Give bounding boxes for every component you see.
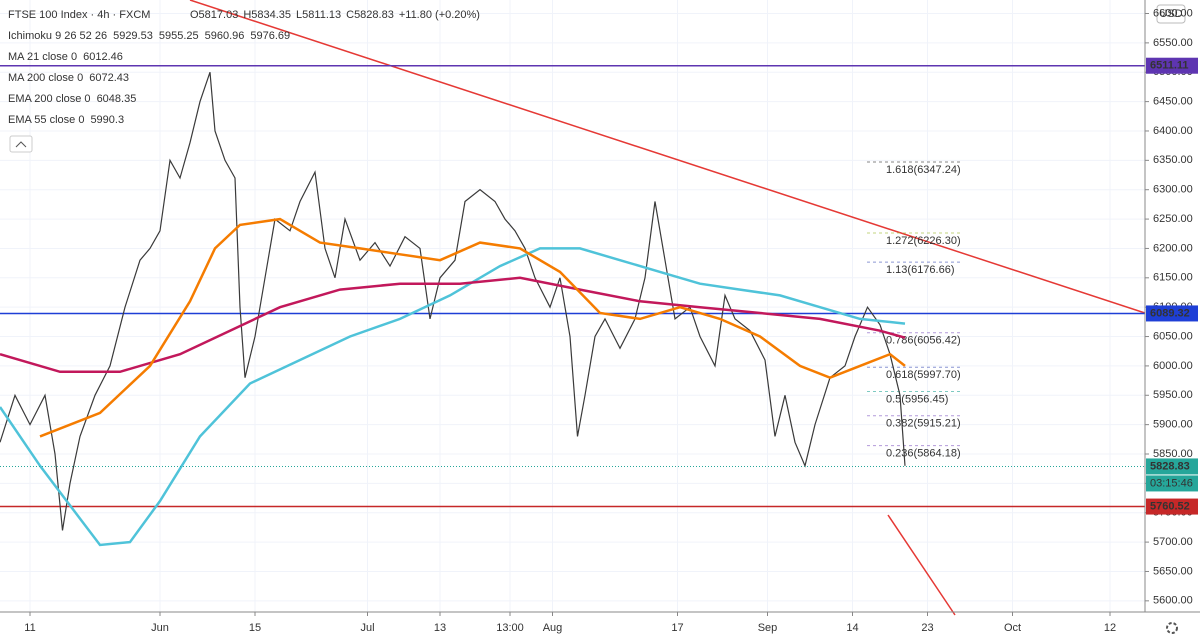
x-tick-label: Jul [360, 622, 374, 634]
plot-area: 1.618(6347.24) 1.272(6226.30) 1.13(6176.66… [0, 0, 1146, 616]
x-tick-label: 14 [846, 622, 858, 634]
y-tick-label: 6400.00 [1153, 125, 1193, 137]
y-tick-label: 6150.00 [1153, 272, 1193, 284]
y-tick-label: 6350.00 [1153, 154, 1193, 166]
legend-name: EMA 55 close 0 [8, 114, 84, 126]
countdown-badge [1146, 475, 1198, 492]
legend-name: EMA 200 close 0 [8, 93, 91, 105]
x-tick-label: Oct [1004, 622, 1021, 634]
y-tick-label: 6300.00 [1153, 184, 1193, 196]
level-badge [1146, 498, 1198, 515]
settings-icon[interactable] [1166, 622, 1178, 634]
x-tick-label: 13 [434, 622, 446, 634]
legend-value: 6072.43 [89, 72, 129, 84]
legend-value: 5929.53 [113, 30, 153, 42]
x-tick-label: 23 [921, 622, 933, 634]
level-label: 6089.32 [1150, 307, 1190, 319]
quote-value: H5834.35 [243, 9, 291, 21]
y-tick-label: 6050.00 [1153, 330, 1193, 342]
legend: FTSE 100 Index · 4h · FXCM O5817.03 H5834… [8, 9, 480, 153]
y-tick-label: 5650.00 [1153, 565, 1193, 577]
quote-value: L5811.13 [296, 9, 341, 21]
series-line [0, 247, 906, 547]
collapse-button[interactable] [9, 135, 33, 153]
fib-label: 1.13(6176.66) [886, 264, 955, 276]
collapse-icon [15, 141, 27, 148]
fib-label: 0.236(5864.18) [886, 448, 961, 460]
series-line [0, 276, 906, 374]
legend-value: 5976.69 [250, 30, 290, 42]
y-tick-label: 5950.00 [1153, 389, 1193, 401]
currency: USD [1159, 8, 1182, 20]
y-tick-label: 6250.00 [1153, 213, 1193, 225]
level-badge [1146, 305, 1198, 322]
x-tick-label: Sep [758, 622, 778, 634]
y-tick-label: 6550.00 [1153, 37, 1193, 49]
quote-value: +11.80 (+0.20%) [399, 9, 480, 21]
quote-value: C5828.83 [346, 9, 394, 21]
last-price-label: 5828.83 [1150, 460, 1190, 472]
legend-name: MA 200 close 0 [8, 72, 83, 84]
x-tick-label: 11 [24, 622, 35, 634]
y-tick-label: 5900.00 [1153, 419, 1193, 431]
trend-line [189, 0, 1146, 314]
y-tick-label: 5600.00 [1153, 595, 1193, 607]
y-tick-label: 6000.00 [1153, 360, 1193, 372]
legend-value: 5955.25 [159, 30, 199, 42]
fib-label: 0.5(5956.45) [886, 393, 948, 405]
x-tick-label: 17 [671, 622, 683, 634]
legend-value: 6048.35 [97, 93, 137, 105]
y-tick-label: 5850.00 [1153, 448, 1193, 460]
legend-name: MA 21 close 0 [8, 51, 77, 63]
y-tick-label: 6600.00 [1153, 7, 1193, 19]
legend-value: 5990.3 [90, 114, 124, 126]
last-price-badge [1146, 458, 1198, 475]
level-label: 5760.52 [1150, 500, 1190, 512]
series-line [0, 72, 906, 531]
fib-label: 0.382(5915.21) [886, 418, 961, 430]
x-tick-label: 15 [249, 622, 261, 634]
series-line [39, 217, 906, 438]
x-tick-label: 13:00 [496, 622, 524, 634]
quote-value: O5817.03 [190, 9, 238, 21]
x-tick-label: Jun [151, 622, 169, 634]
fib-label: 1.272(6226.30) [886, 235, 961, 247]
x-tick-label: Aug [543, 622, 563, 634]
legend-value: 5960.96 [205, 30, 245, 42]
legend-value: 6012.46 [83, 51, 123, 63]
fib-label: 0.618(5997.70) [886, 369, 961, 381]
symbol-title: FTSE 100 Index · 4h · FXCM [8, 9, 150, 21]
level-badge [1146, 57, 1198, 74]
projection-line [887, 514, 956, 616]
countdown: 03:15:46 [1150, 477, 1193, 489]
y-tick-label: 5700.00 [1153, 536, 1193, 548]
fib-label: 1.618(6347.24) [886, 164, 961, 176]
legend-name: Ichimoku 9 26 52 26 [8, 30, 107, 42]
y-tick-label: 6450.00 [1153, 96, 1193, 108]
level-label: 6511.11 [1150, 60, 1189, 72]
currency-badge[interactable] [1156, 4, 1186, 24]
x-tick-label: 12 [1104, 622, 1116, 634]
y-tick-label: 6200.00 [1153, 242, 1193, 254]
